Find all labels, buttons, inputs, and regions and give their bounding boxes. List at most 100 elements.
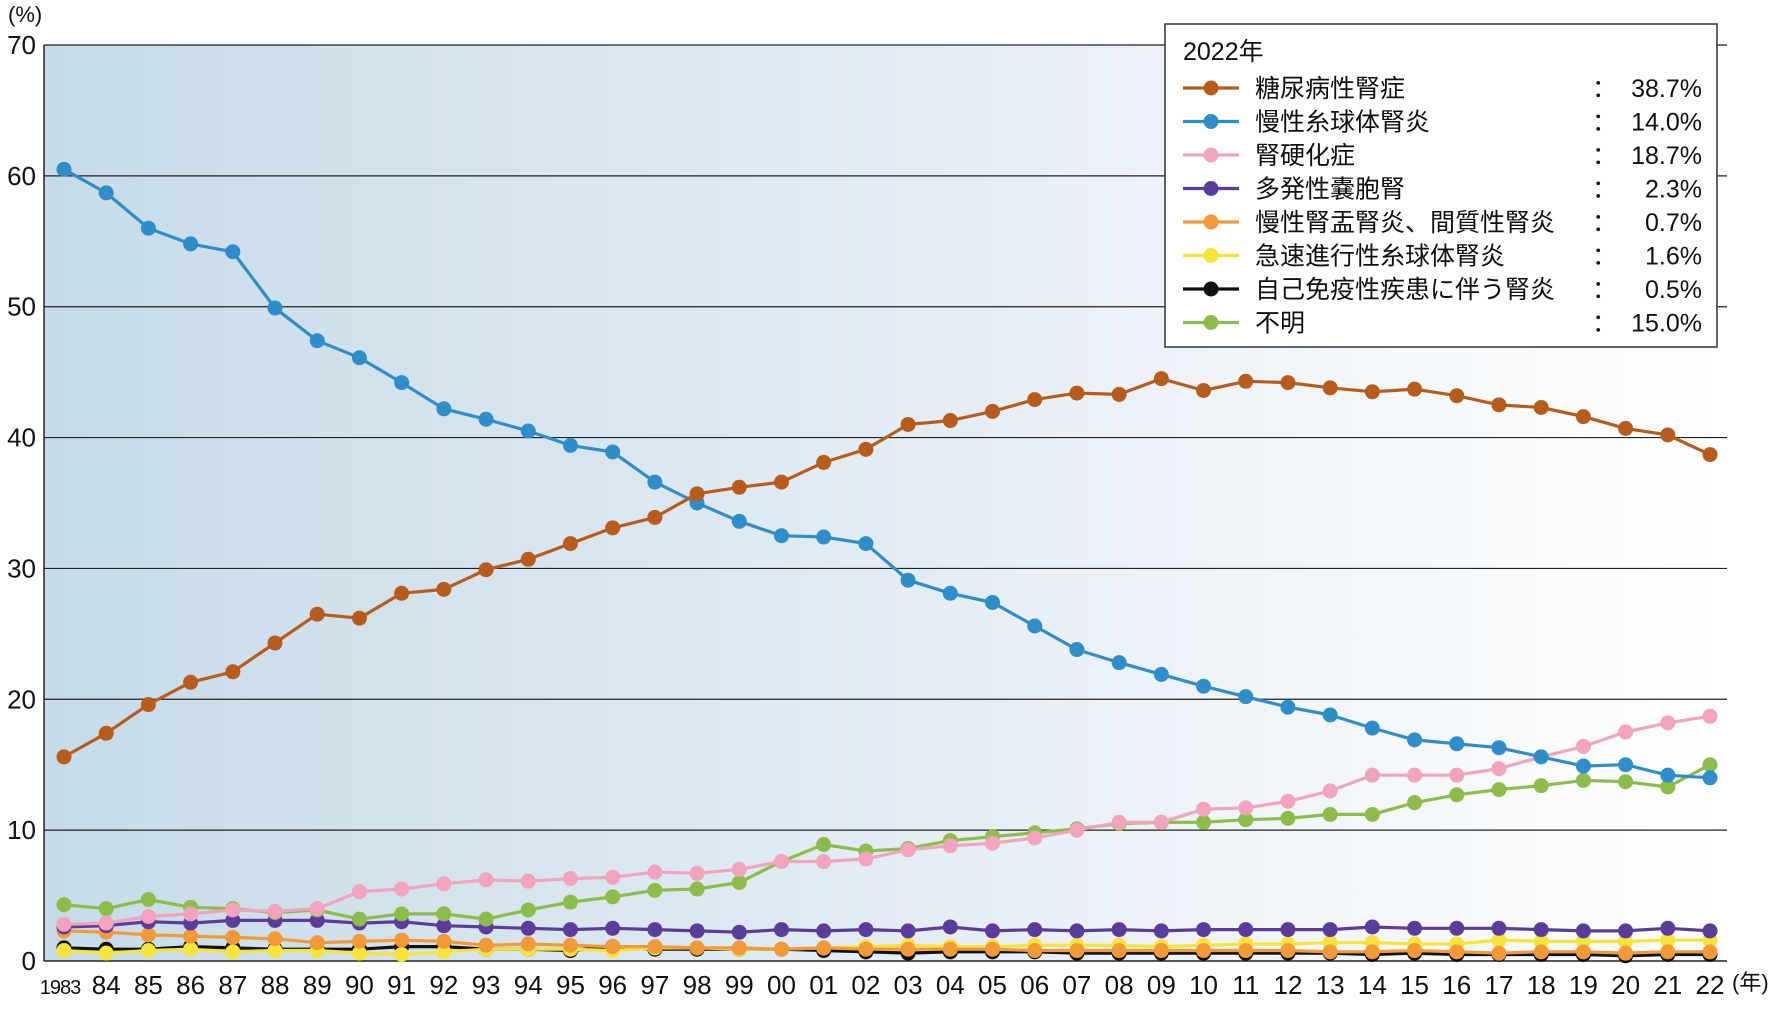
data-point — [900, 842, 916, 858]
data-point — [1491, 782, 1507, 798]
data-point — [1575, 738, 1591, 754]
data-point — [1364, 944, 1380, 960]
data-point — [562, 894, 578, 910]
data-point — [1322, 707, 1338, 723]
x-tick-label: 87 — [218, 970, 247, 1000]
data-point — [1069, 943, 1085, 959]
data-point — [56, 943, 72, 959]
data-point — [267, 300, 283, 316]
data-point — [1618, 757, 1634, 773]
data-point — [520, 920, 536, 936]
legend-label: 多発性嚢胞腎 — [1255, 176, 1405, 204]
data-point — [478, 411, 494, 427]
data-point — [351, 945, 367, 961]
x-tick-label: 09 — [1147, 970, 1176, 1000]
data-point — [267, 931, 283, 947]
data-point — [1491, 920, 1507, 936]
data-point — [1491, 740, 1507, 756]
x-tick-label: 97 — [640, 970, 669, 1000]
data-point — [1491, 945, 1507, 961]
data-point — [1238, 943, 1254, 959]
legend-item: 多発性嚢胞腎 ： 2.3% — [1183, 176, 1702, 204]
x-tick-label: 98 — [683, 970, 712, 1000]
data-point — [858, 851, 874, 867]
data-point — [1280, 375, 1296, 391]
series-3 — [56, 708, 1718, 932]
data-point — [1069, 385, 1085, 401]
data-point — [140, 943, 156, 959]
y-tick-label: 40 — [7, 423, 36, 453]
legend-colon: ： — [1592, 142, 1617, 170]
data-point — [1533, 922, 1549, 938]
series-line — [63, 929, 1710, 955]
data-point — [985, 941, 1001, 957]
y-axis-unit: (%) — [8, 2, 42, 27]
legend-item: 慢性糸球体腎炎 ： 14.0% — [1183, 109, 1702, 137]
data-point — [436, 581, 452, 597]
data-point — [1027, 943, 1043, 959]
data-point — [309, 912, 325, 928]
data-point — [436, 918, 452, 934]
data-point — [1533, 933, 1549, 949]
data-point — [1660, 932, 1676, 948]
data-point — [478, 562, 494, 578]
data-point — [605, 939, 621, 955]
data-point — [731, 874, 747, 890]
series-4 — [56, 912, 1718, 940]
data-point — [1449, 767, 1465, 783]
data-point — [1111, 922, 1127, 938]
data-point — [1449, 920, 1465, 936]
data-point — [942, 919, 958, 935]
data-point — [436, 906, 452, 922]
x-tick-label: 22 — [1696, 970, 1725, 1000]
legend-item: 急速進行性糸球体腎炎 ： 1.6% — [1183, 243, 1702, 271]
data-point — [1069, 822, 1085, 838]
data-point — [1618, 933, 1634, 949]
data-point — [1575, 758, 1591, 774]
legend-item: 不明 ： 15.0% — [1183, 310, 1702, 338]
data-point — [478, 872, 494, 888]
legend-colon: ： — [1592, 109, 1617, 137]
data-point — [1702, 944, 1718, 960]
data-point — [225, 944, 241, 960]
data-point — [1364, 767, 1380, 783]
data-point — [351, 933, 367, 949]
data-point — [183, 928, 199, 944]
data-point — [1449, 944, 1465, 960]
data-point — [1364, 919, 1380, 935]
data-point — [731, 479, 747, 495]
series-2 — [56, 161, 1718, 786]
data-point — [1449, 388, 1465, 404]
data-point — [1660, 944, 1676, 960]
data-point — [647, 509, 663, 525]
data-point — [1407, 732, 1423, 748]
data-point — [1407, 920, 1423, 936]
data-point — [816, 854, 832, 870]
data-point — [858, 922, 874, 938]
data-point — [56, 916, 72, 932]
legend-colon: ： — [1592, 310, 1617, 338]
x-tick-label: 21 — [1653, 970, 1682, 1000]
data-point — [985, 594, 1001, 610]
data-point — [1702, 770, 1718, 786]
legend-swatch-dot — [1203, 147, 1219, 163]
data-point — [98, 915, 114, 931]
data-point — [1702, 757, 1718, 773]
data-point — [731, 924, 747, 940]
x-tick-label: 99 — [725, 970, 754, 1000]
data-point — [1702, 708, 1718, 724]
data-point — [1322, 783, 1338, 799]
data-point — [1196, 943, 1212, 959]
data-point — [267, 903, 283, 919]
x-axis-unit: (年) — [1732, 970, 1769, 995]
legend-items: 糖尿病性腎症 ： 38.7% 慢性糸球体腎炎 ： 14.0% 腎硬化症 ： 18.7% 多発性嚢胞… — [1183, 75, 1702, 338]
legend-value: 1.6% — [1645, 243, 1702, 271]
data-point — [1660, 779, 1676, 795]
series-line — [63, 377, 1711, 759]
data-point — [900, 941, 916, 957]
legend-label: 急速進行性糸球体腎炎 — [1255, 243, 1505, 271]
legend-colon: ： — [1592, 75, 1617, 103]
y-tick-label: 70 — [7, 30, 36, 60]
data-point — [225, 244, 241, 260]
data-point — [436, 876, 452, 892]
